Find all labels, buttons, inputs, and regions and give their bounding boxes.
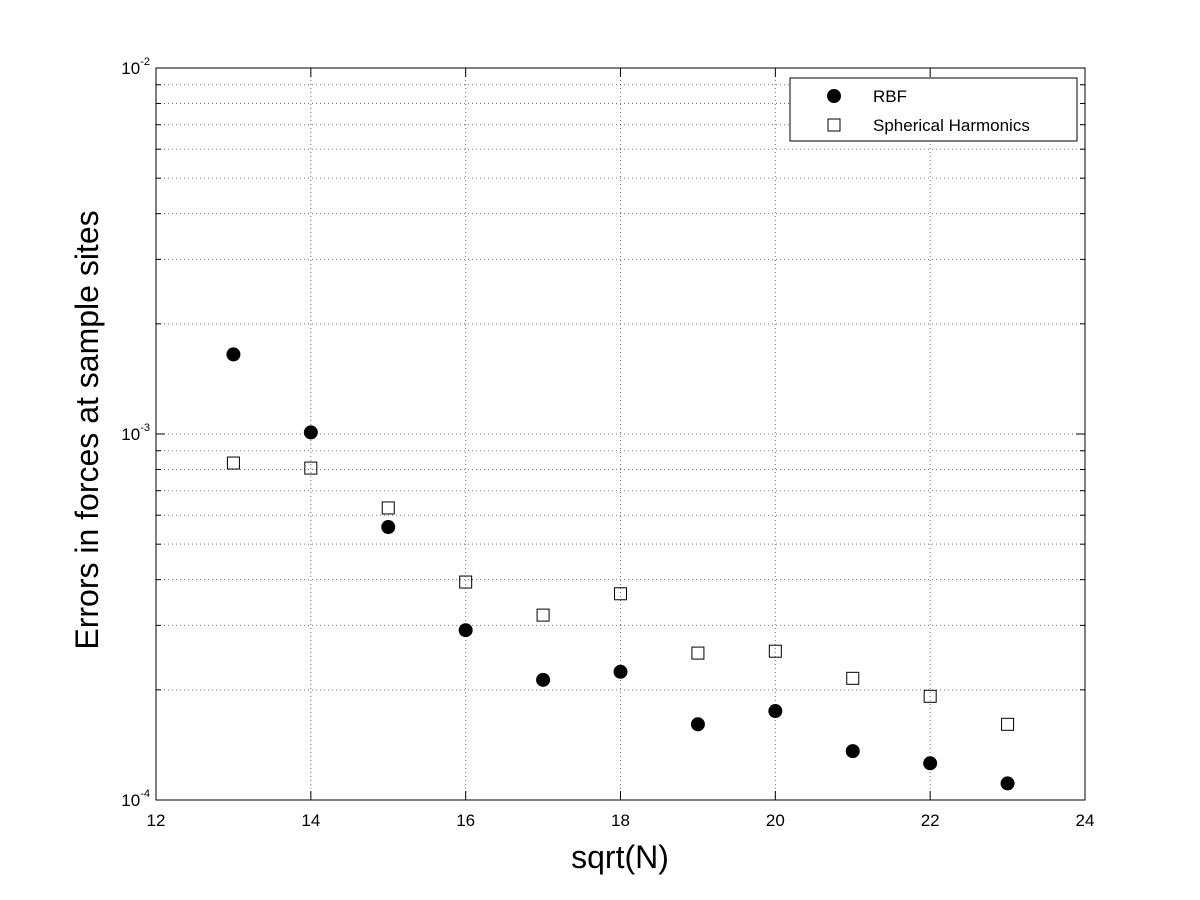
circle-marker: [827, 89, 841, 103]
y-tick-base: 10: [121, 59, 140, 78]
x-tick-label: 14: [301, 811, 320, 830]
y-tick-exponent: -3: [140, 422, 150, 434]
y-tick-exponent: -4: [140, 788, 150, 800]
y-tick-exponent: -2: [140, 56, 150, 68]
square-marker: [923, 689, 937, 703]
y-tick-label: 10-2: [121, 56, 150, 78]
circle-marker: [303, 425, 318, 440]
x-tick-label: 24: [1076, 811, 1095, 830]
y-tick-base: 10: [121, 791, 140, 810]
x-tick-label: 20: [766, 811, 785, 830]
circle-marker: [1000, 776, 1015, 791]
circle-marker: [536, 672, 551, 687]
square-marker: [226, 456, 240, 470]
y-axis-label: Errors in forces at sample sites: [69, 210, 105, 649]
square-marker: [304, 461, 318, 475]
square-marker: [381, 501, 395, 515]
circle-marker: [768, 704, 783, 719]
circle-marker: [458, 623, 473, 638]
circle-marker: [613, 664, 628, 679]
square-marker: [827, 118, 841, 132]
square-marker: [768, 644, 782, 658]
x-tick-label: 12: [147, 811, 166, 830]
y-tick-label: 10-3: [121, 422, 150, 444]
square-marker: [459, 575, 473, 589]
axes-box: [155, 67, 1086, 801]
circle-marker: [923, 756, 938, 771]
square-marker: [614, 587, 627, 601]
square-marker: [846, 671, 860, 685]
y-tick-label: 10-4: [121, 788, 150, 810]
circle-marker: [226, 347, 241, 362]
x-tick-label: 22: [921, 811, 940, 830]
square-marker: [691, 646, 705, 660]
x-tick-label: 16: [456, 811, 475, 830]
square-marker: [536, 608, 550, 622]
circle-marker: [845, 744, 860, 759]
legend: RBF Spherical Harmonics: [789, 77, 1078, 142]
y-tick-base: 10: [121, 425, 140, 444]
legend-label: Spherical Harmonics: [873, 116, 1030, 135]
circle-marker: [690, 717, 705, 732]
x-tick-label: 18: [611, 811, 630, 830]
x-axis-label: sqrt(N): [571, 839, 669, 875]
square-marker: [1001, 717, 1015, 731]
circle-marker: [381, 520, 396, 535]
legend-label: RBF: [873, 87, 907, 106]
marks: [226, 347, 1015, 791]
